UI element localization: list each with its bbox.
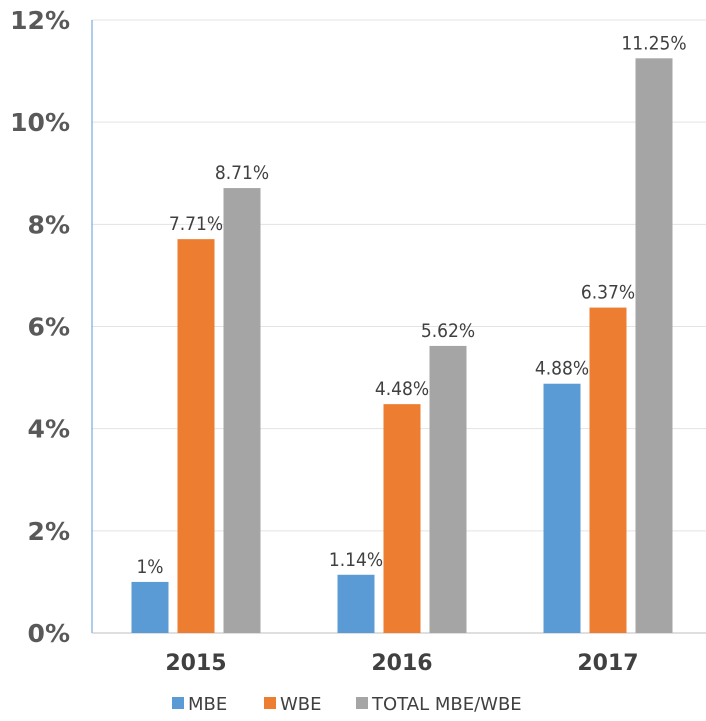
bar-wbe-2015 xyxy=(177,239,215,633)
legend-label: MBE xyxy=(188,694,227,715)
legend-label: WBE xyxy=(280,694,322,715)
y-tick-label: 2% xyxy=(28,517,70,546)
bar-mbe-2017 xyxy=(543,383,581,633)
legend-swatch xyxy=(172,697,184,709)
data-label: 11.25% xyxy=(621,32,686,54)
y-tick-label: 6% xyxy=(28,313,70,342)
data-label: 4.48% xyxy=(375,378,429,400)
legend: MBE WBE TOTAL MBE/WBE xyxy=(172,694,522,715)
data-label: 1.14% xyxy=(329,549,383,571)
data-label: 7.71% xyxy=(169,213,223,235)
bar-total-mbe-wbe-2017 xyxy=(635,58,673,633)
bar-wbe-2017 xyxy=(589,307,627,633)
data-label: 8.71% xyxy=(215,162,269,184)
legend-label: TOTAL MBE/WBE xyxy=(371,694,522,715)
bar-mbe-2015 xyxy=(131,581,169,633)
data-label: 5.62% xyxy=(421,320,475,342)
data-labels: 1% 7.71% 8.71% 1.14% 4.48% 5.62% 4.88% 6.37% 11.… xyxy=(136,32,686,578)
y-axis-ticks: 0% 2% 4% 6% 8% 10% 12% xyxy=(10,6,70,648)
bar-wbe-2016 xyxy=(383,404,421,633)
y-tick-label: 10% xyxy=(10,108,70,137)
data-label: 1% xyxy=(136,556,163,578)
x-tick-label: 2015 xyxy=(165,651,226,676)
data-label: 6.37% xyxy=(581,282,635,304)
y-tick-label: 8% xyxy=(28,210,70,239)
x-axis-ticks: 2015 2016 2017 xyxy=(165,651,638,676)
bars xyxy=(131,58,673,634)
bar-mbe-2016 xyxy=(337,574,375,633)
bar-total-mbe-wbe-2015 xyxy=(223,188,261,634)
x-tick-label: 2017 xyxy=(577,651,638,676)
legend-swatch xyxy=(264,697,276,709)
y-tick-label: 0% xyxy=(28,619,70,648)
x-tick-label: 2016 xyxy=(371,651,432,676)
data-label: 4.88% xyxy=(535,358,589,380)
legend-swatch xyxy=(356,697,368,709)
bar-total-mbe-wbe-2016 xyxy=(429,345,467,633)
y-tick-label: 4% xyxy=(28,415,70,444)
y-tick-label: 12% xyxy=(10,6,70,35)
